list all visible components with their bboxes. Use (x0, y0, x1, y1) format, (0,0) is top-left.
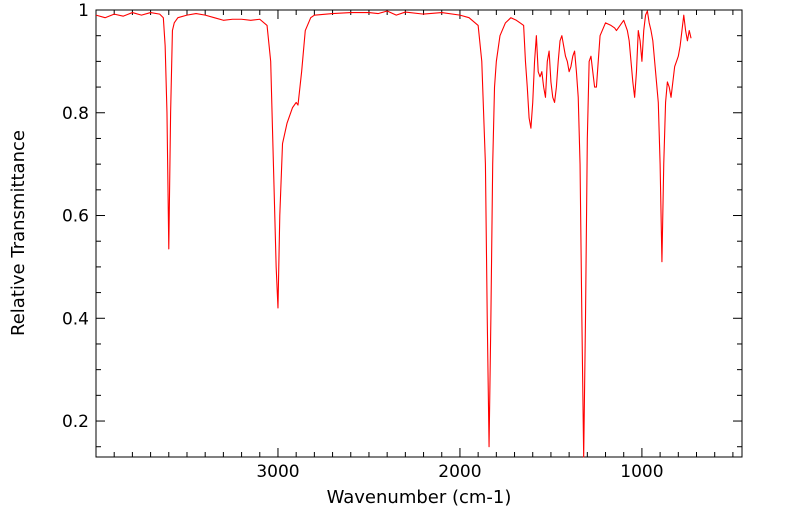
x-tick-label: 3000 (256, 462, 299, 482)
y-tick-label: 0.8 (62, 104, 89, 124)
y-tick-label: 0.2 (62, 412, 89, 432)
plot-frame (95, 9, 743, 458)
x-tick-label: 2000 (438, 462, 481, 482)
y-tick-label: 0.6 (62, 207, 89, 227)
y-axis-title: Relative Transmittance (8, 130, 29, 336)
axis-ticks (96, 10, 742, 457)
y-tick-labels: 0.2 0.4 0.6 0.8 1 (62, 1, 89, 432)
x-tick-labels: 3000 2000 1000 (256, 462, 663, 482)
x-axis-title: Wavenumber (cm-1) (327, 487, 512, 508)
spectrum-line (95, 10, 692, 458)
x-tick-label: 1000 (620, 462, 663, 482)
y-tick-label: 1 (78, 1, 89, 21)
y-tick-label: 0.4 (62, 309, 89, 329)
